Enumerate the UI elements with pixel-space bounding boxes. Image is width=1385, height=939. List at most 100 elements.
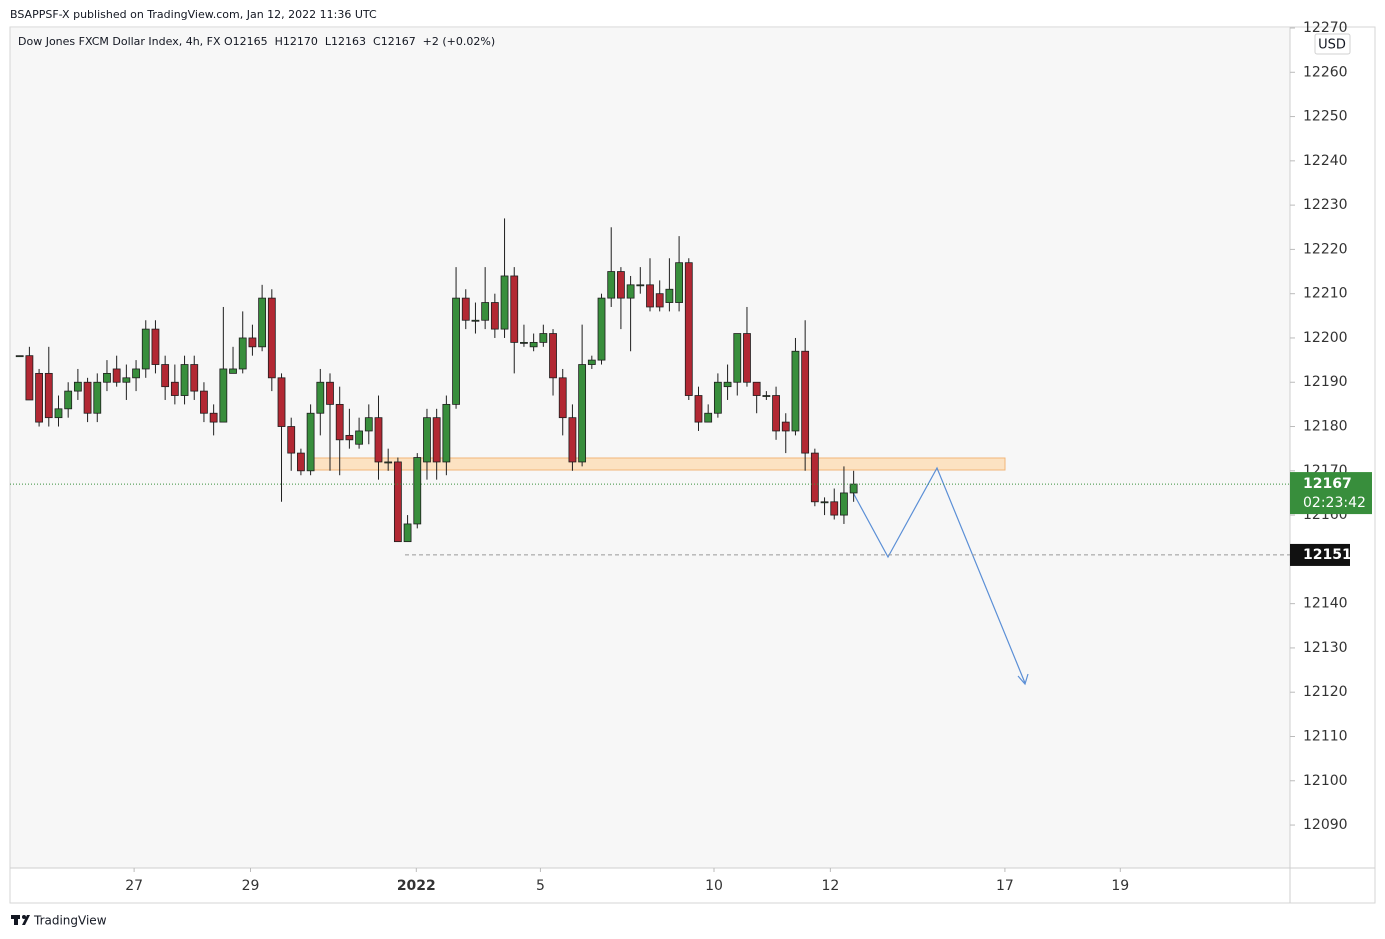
x-tick-label: 12 (821, 878, 839, 894)
candle-body (423, 417, 431, 463)
price-line-label: 12151 (1303, 547, 1352, 563)
header: BSAPPSF-X published on TradingView.com, … (10, 8, 377, 21)
candle-body (258, 297, 267, 348)
candle-body (481, 302, 490, 321)
candle-body (713, 381, 722, 414)
candle-body (490, 302, 499, 330)
y-tick-label: 12180 (1303, 419, 1348, 435)
candle-body (801, 350, 810, 454)
candle-body (820, 501, 829, 504)
candle-body (248, 337, 257, 348)
x-tick-label: 19 (1111, 878, 1129, 894)
candle-body (646, 284, 654, 308)
candle-body (345, 434, 354, 441)
y-tick-label: 12200 (1303, 330, 1348, 346)
candle-body (374, 417, 383, 463)
y-tick-label: 12100 (1303, 773, 1348, 789)
candle-body (122, 377, 131, 383)
candle-body (326, 381, 334, 405)
candle-body (335, 403, 344, 441)
candle-body (665, 288, 674, 303)
candle-body (520, 341, 528, 344)
candle-body (15, 355, 24, 358)
candle-body (607, 271, 616, 299)
candle-body (25, 355, 34, 401)
candle-body (733, 333, 742, 383)
footer: TradingView (33, 914, 107, 928)
x-tick-label: 17 (996, 878, 1014, 894)
candle-body (675, 262, 683, 303)
candle-body (539, 333, 548, 343)
candle-body (44, 372, 53, 419)
currency: USD (1318, 38, 1346, 53)
candle-body (840, 492, 848, 516)
candle-body (684, 262, 693, 396)
candle-body (617, 271, 625, 299)
y-tick-label: 12260 (1303, 64, 1348, 80)
candle-body (655, 293, 664, 308)
x-tick-label: 27 (125, 878, 143, 894)
currency-box (1314, 33, 1351, 55)
candle-body (170, 381, 179, 396)
candle-body (93, 381, 102, 414)
candle-body (190, 364, 199, 392)
candle-body (500, 275, 509, 330)
y-tick-label: 12090 (1303, 817, 1348, 833)
y-tick-label: 12130 (1303, 640, 1348, 656)
x-tick-label: 5 (536, 878, 545, 894)
last-price-box (1290, 472, 1372, 515)
y-tick-label: 12250 (1303, 109, 1348, 125)
candle-body (393, 461, 402, 543)
plot-area (10, 28, 1290, 868)
candle-body (510, 275, 519, 343)
candle-body (587, 359, 596, 365)
candle-body (306, 412, 315, 472)
candle-body (83, 381, 92, 414)
candle-body (442, 403, 451, 463)
price-line-box (1290, 543, 1350, 566)
candle-body (103, 372, 111, 383)
countdown: 02:23:42 (1303, 495, 1366, 511)
candle-body (791, 350, 800, 432)
candle-body (277, 377, 286, 427)
candle-body (141, 328, 150, 370)
candle-body (849, 483, 858, 494)
candle-body (432, 417, 441, 463)
arrow-head (1017, 673, 1029, 686)
candle-body (830, 501, 839, 516)
candle-body (461, 297, 470, 321)
candle-body (35, 372, 43, 423)
candle-body (219, 368, 228, 423)
projection-path (849, 466, 1026, 684)
x-tick-label: 10 (705, 878, 723, 894)
candle-body (529, 341, 538, 348)
y-tick-label: 12270 (1303, 20, 1348, 36)
candle-body (267, 297, 276, 379)
ohlc-label: O12165 H12170 L12163 C12167 +2 (+0.02%) (224, 35, 495, 48)
candle-body (132, 368, 140, 379)
y-tick-label: 12140 (1303, 596, 1348, 612)
candle-body (743, 333, 751, 383)
candle-body (64, 390, 73, 410)
candle-body (752, 381, 761, 396)
y-tick-label: 12230 (1303, 197, 1348, 213)
y-tick-label: 12190 (1303, 374, 1348, 390)
candle-body (384, 461, 393, 464)
candle-body (694, 395, 703, 423)
candle-body (626, 284, 635, 299)
candle-body (704, 412, 713, 423)
candle-body (151, 328, 160, 365)
candle-body (810, 452, 819, 503)
chart-title: Dow Jones FXCM Dollar Index, 4h, FX (18, 35, 221, 48)
y-tick-label: 12120 (1303, 684, 1348, 700)
candle-body (200, 390, 208, 414)
candle-body (73, 381, 82, 392)
candle-body (403, 523, 412, 543)
candle-body (355, 430, 363, 445)
candle-body (558, 377, 567, 419)
y-tick-label: 12240 (1303, 153, 1348, 169)
candle-body (209, 412, 218, 423)
last-price: 12167 (1303, 476, 1352, 492)
candle-body (597, 297, 606, 361)
